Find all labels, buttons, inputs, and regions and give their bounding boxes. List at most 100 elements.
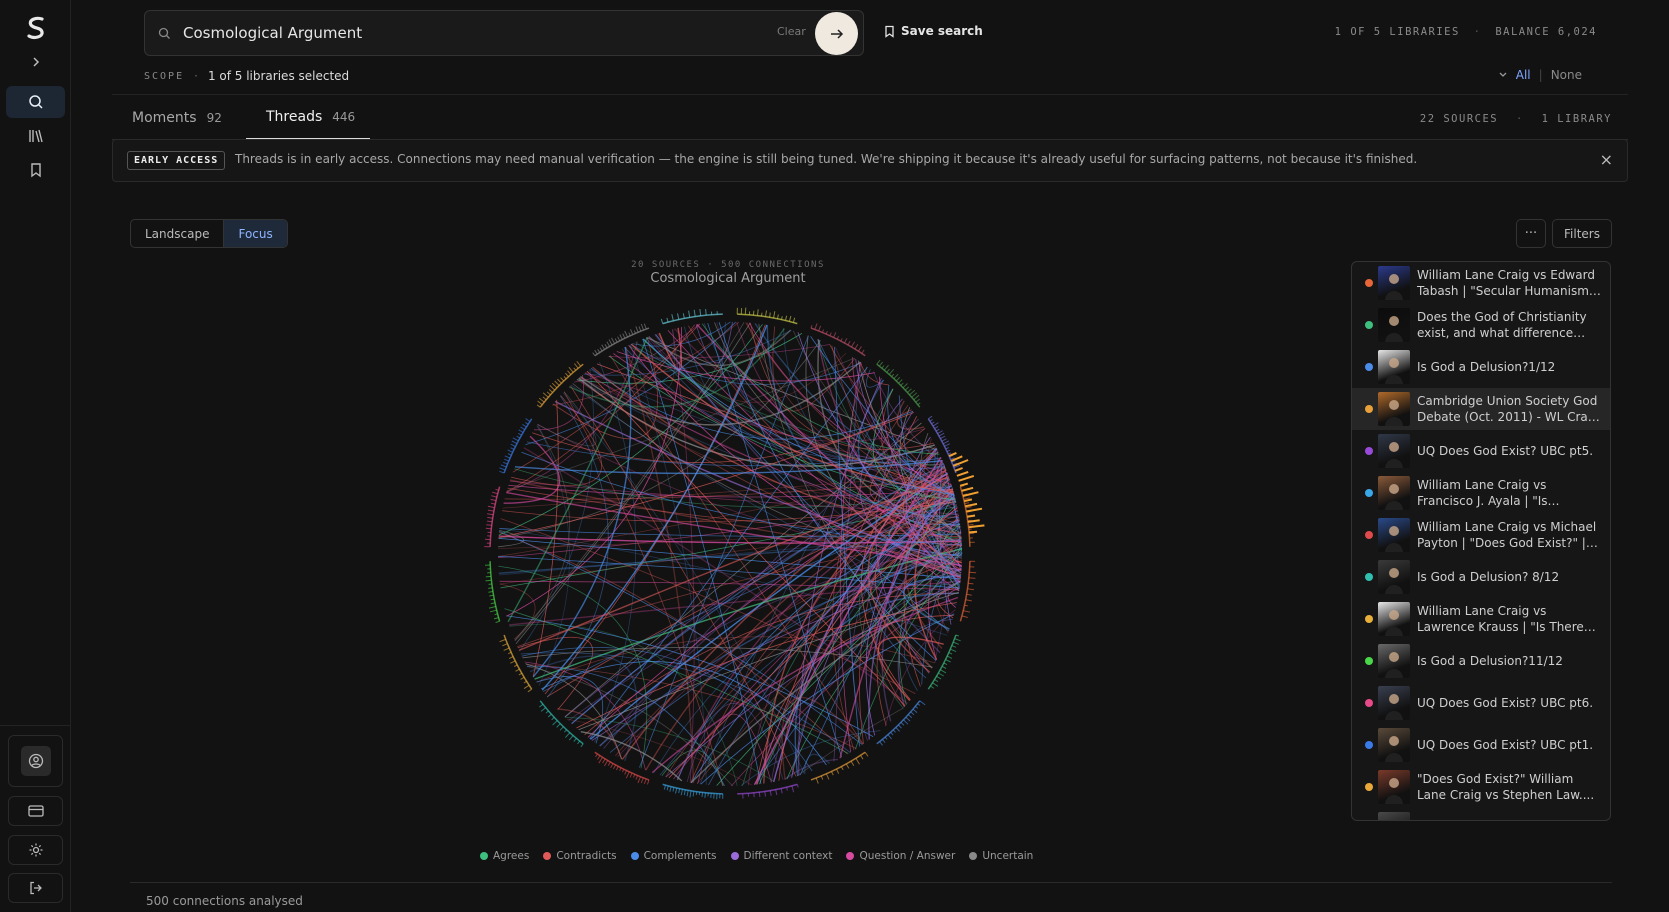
arc-tick bbox=[969, 532, 975, 535]
source-item[interactable]: "Does God Exist?" William Lane Craig vs … bbox=[1352, 766, 1610, 808]
chevron-down-icon[interactable] bbox=[1498, 71, 1508, 79]
arc-tick bbox=[796, 784, 799, 788]
tab-label: Threads bbox=[266, 108, 323, 125]
source-arc[interactable] bbox=[927, 418, 957, 474]
connection-chord bbox=[497, 468, 946, 557]
arc-tick bbox=[919, 700, 926, 706]
arc-tick bbox=[930, 685, 935, 689]
app-logo-icon[interactable] bbox=[22, 14, 50, 42]
legend-item[interactable]: Question / Answer bbox=[846, 850, 955, 862]
submit-search-button[interactable] bbox=[815, 12, 858, 55]
source-item[interactable]: Is God a Delusion?11/12 bbox=[1352, 640, 1610, 682]
arc-tick bbox=[814, 323, 818, 330]
arc-tick bbox=[941, 665, 947, 669]
source-item[interactable]: Is God a Delusion? 8/12 bbox=[1352, 556, 1610, 598]
source-arc[interactable] bbox=[539, 363, 584, 408]
arc-tick bbox=[573, 367, 577, 371]
source-item[interactable]: UQ Does God Exist? UBC pt6. bbox=[1352, 682, 1610, 724]
source-item[interactable]: UQ Does God Exist? UBC pt5. bbox=[1352, 430, 1610, 472]
source-item[interactable]: UQ Does God Exist? UBC pt1. bbox=[1352, 724, 1610, 766]
source-arc[interactable] bbox=[489, 561, 501, 622]
nav-search[interactable] bbox=[6, 86, 65, 118]
arc-tick bbox=[898, 724, 902, 729]
nav-bookmarks[interactable] bbox=[6, 154, 65, 186]
clear-button[interactable]: Clear bbox=[777, 25, 806, 38]
theme-toggle-button[interactable] bbox=[8, 835, 63, 865]
select-none-button[interactable]: None bbox=[1550, 68, 1582, 82]
view-switch: Landscape Focus bbox=[130, 219, 288, 248]
source-item[interactable]: Is God a Delusion?1/12 bbox=[1352, 346, 1610, 388]
source-item[interactable]: William Lane Craig vs Edward Tabash | "S… bbox=[1352, 262, 1610, 304]
source-arc[interactable] bbox=[662, 783, 723, 795]
arc-tick bbox=[777, 314, 779, 319]
source-arc[interactable] bbox=[876, 700, 921, 745]
source-arc[interactable] bbox=[503, 418, 533, 474]
view-landscape-button[interactable]: Landscape bbox=[145, 226, 210, 241]
source-arc[interactable] bbox=[959, 561, 971, 622]
highlight-tick bbox=[959, 482, 969, 487]
more-options-button[interactable]: ··· bbox=[1516, 219, 1546, 248]
expand-rail-button[interactable] bbox=[6, 46, 65, 78]
connection-chord bbox=[731, 579, 961, 787]
nav-library[interactable] bbox=[6, 120, 65, 152]
source-arc[interactable] bbox=[876, 363, 921, 408]
legend-item[interactable]: Contradicts bbox=[543, 850, 617, 862]
arc-tick bbox=[624, 330, 629, 338]
billing-button[interactable] bbox=[8, 796, 63, 826]
arc-tick bbox=[629, 772, 633, 778]
search-input[interactable] bbox=[183, 11, 743, 55]
source-arc[interactable] bbox=[539, 700, 584, 745]
source-arc[interactable] bbox=[489, 486, 501, 547]
source-arc[interactable] bbox=[737, 783, 798, 795]
source-arc[interactable] bbox=[810, 751, 866, 781]
legend-item[interactable]: Agrees bbox=[480, 850, 529, 862]
legend-swatch bbox=[480, 852, 488, 860]
save-search-button[interactable]: Save search bbox=[884, 24, 983, 38]
source-item[interactable]: Cambridge Union Society God Debate (Oct.… bbox=[1352, 388, 1610, 430]
source-item[interactable]: William Lane Craig vs Michael Payton | "… bbox=[1352, 514, 1610, 556]
chord-diagram[interactable] bbox=[470, 292, 990, 822]
source-arc[interactable] bbox=[594, 751, 650, 781]
source-color-dot bbox=[1365, 279, 1373, 287]
arc-tick bbox=[619, 334, 623, 340]
source-arc[interactable] bbox=[737, 313, 798, 325]
source-arc[interactable] bbox=[810, 327, 866, 357]
tab-moments[interactable]: Moments 92 bbox=[112, 95, 244, 140]
arc-tick bbox=[613, 764, 617, 770]
source-arc[interactable] bbox=[927, 634, 957, 690]
source-arc[interactable] bbox=[662, 313, 723, 325]
source-item[interactable]: William Lane Craig vs Lawrence Krauss | … bbox=[1352, 598, 1610, 640]
logout-button[interactable] bbox=[8, 873, 63, 903]
connection-chord bbox=[899, 407, 962, 534]
source-item[interactable]: William Lane Craig vs Francisco J. Ayala… bbox=[1352, 472, 1610, 514]
source-arc[interactable] bbox=[503, 634, 533, 690]
arc-tick bbox=[607, 761, 611, 766]
sources-summary: 22 SOURCES · 1 LIBRARY bbox=[1419, 113, 1612, 125]
close-icon[interactable]: × bbox=[1599, 150, 1613, 169]
arc-tick bbox=[622, 333, 626, 339]
source-item[interactable]: Does the God of Christianity exist, and … bbox=[1352, 304, 1610, 346]
tab-threads[interactable]: Threads 446 bbox=[246, 95, 370, 140]
account-button[interactable] bbox=[8, 735, 63, 787]
legend-item[interactable]: Uncertain bbox=[969, 850, 1033, 862]
arc-tick bbox=[677, 313, 680, 320]
view-focus-button[interactable]: Focus bbox=[223, 220, 287, 247]
connection-chord bbox=[509, 624, 738, 786]
legend-item[interactable]: Complements bbox=[630, 850, 717, 862]
source-thumbnail bbox=[1378, 560, 1410, 594]
select-all-button[interactable]: All bbox=[1515, 68, 1531, 82]
bookmark-icon bbox=[885, 25, 894, 38]
arc-tick bbox=[785, 315, 788, 321]
source-thumbnail bbox=[1378, 686, 1410, 720]
arc-tick bbox=[504, 455, 511, 459]
source-arc[interactable] bbox=[594, 327, 650, 357]
arc-tick bbox=[765, 310, 767, 317]
legend-item[interactable]: Different context bbox=[730, 850, 832, 862]
library-status: 1 OF 5 LIBRARIES · BALANCE 6,024 bbox=[1334, 26, 1597, 38]
filters-button[interactable]: Filters bbox=[1552, 219, 1612, 248]
arc-tick bbox=[507, 651, 512, 655]
connection-chord bbox=[526, 665, 725, 787]
source-item[interactable]: UQ Does God Exist? UBC Part 1 bbox=[1352, 808, 1610, 820]
source-color-dot bbox=[1365, 783, 1373, 791]
source-arc[interactable] bbox=[959, 486, 971, 547]
